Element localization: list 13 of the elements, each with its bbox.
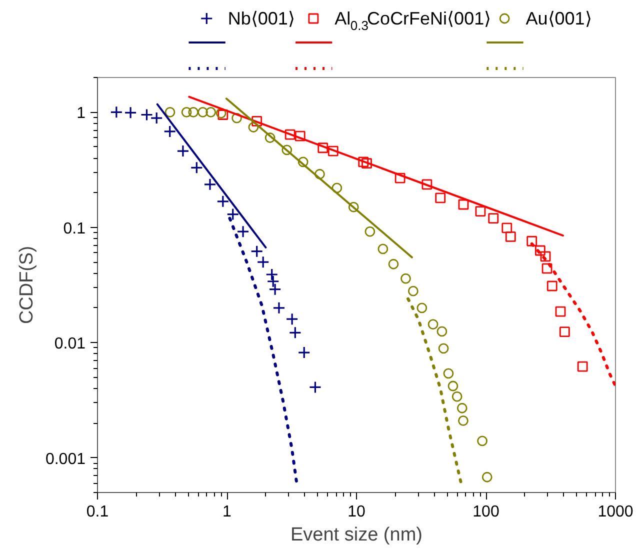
y-tick-label: 0.001: [45, 450, 86, 468]
x-axis-title: Event size (nm): [290, 524, 422, 546]
x-tick-label: 1000: [598, 504, 634, 520]
y-tick-label: 0.01: [54, 336, 86, 353]
x-tick-label: 10: [348, 504, 366, 520]
x-tick-label: 1: [222, 504, 232, 520]
legend-label: Nb⟨001⟩: [228, 8, 295, 28]
y-tick-label: 1: [76, 105, 86, 122]
x-tick-label: 100: [472, 504, 500, 520]
y-axis-title: CCDF(S): [16, 246, 38, 324]
y-tick-label: 0.1: [63, 220, 86, 238]
legend-label: Au⟨001⟩: [526, 8, 592, 28]
x-tick-label: 0.1: [86, 504, 109, 520]
